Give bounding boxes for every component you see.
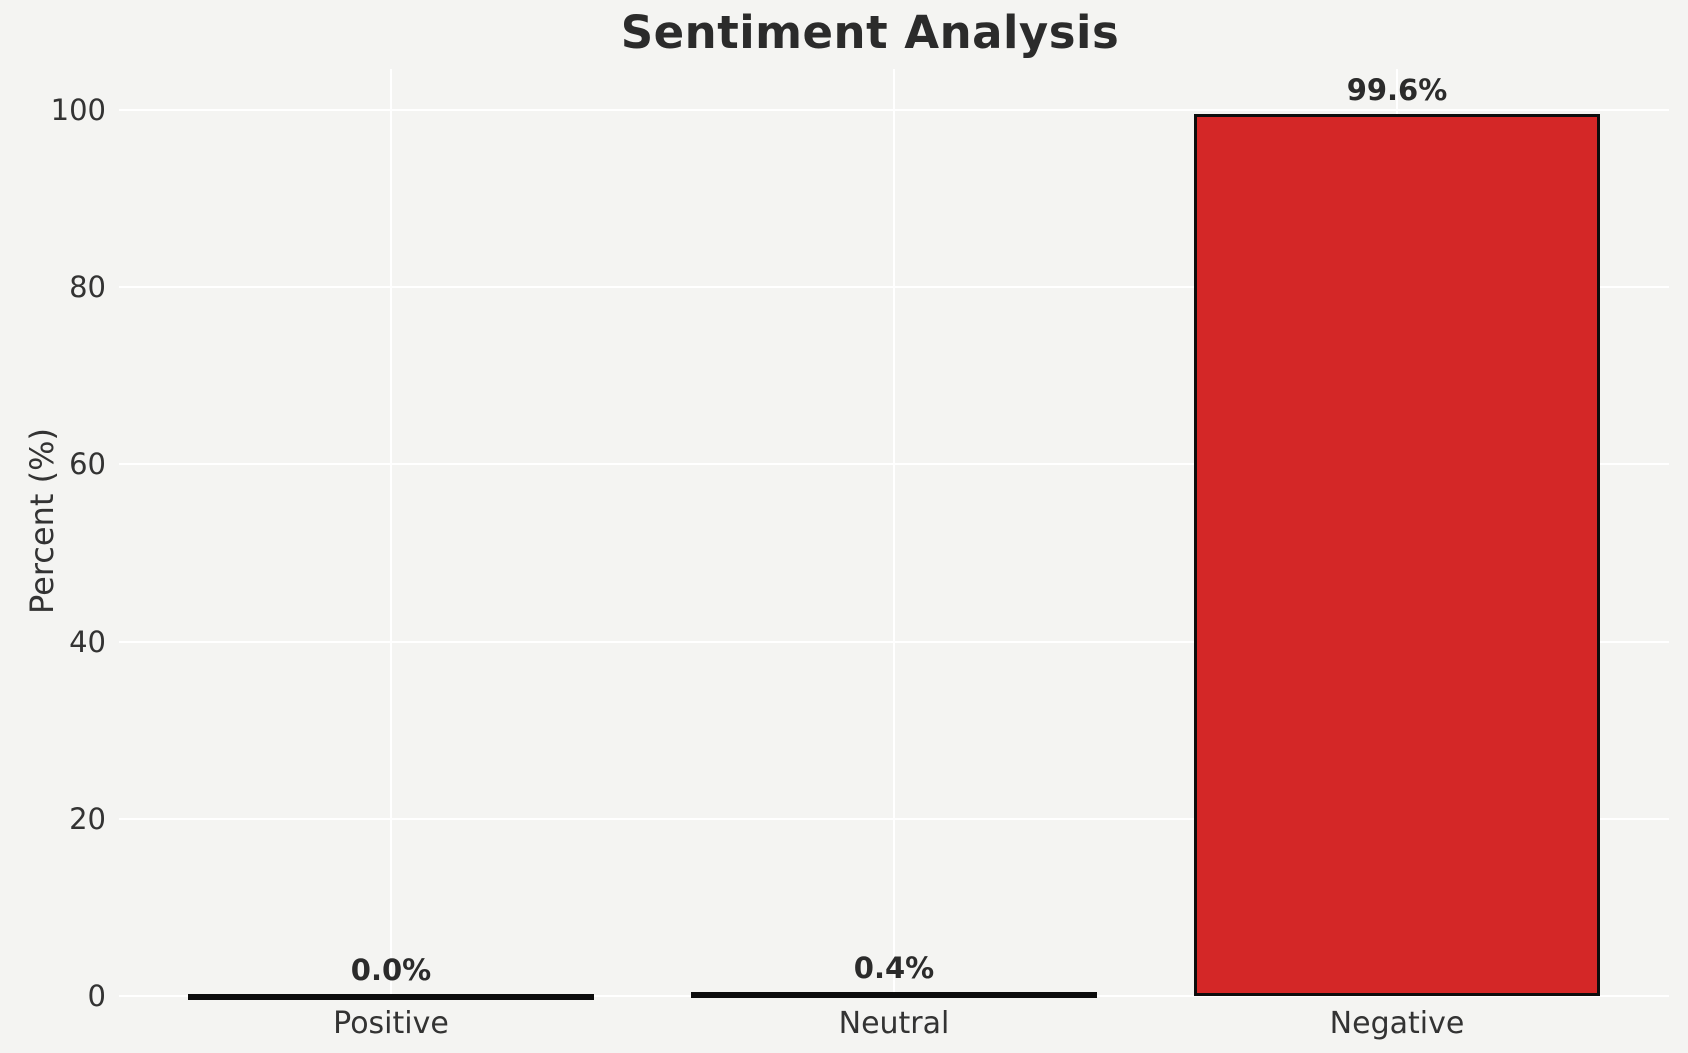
bar-positive: [188, 994, 594, 1000]
x-tick-label-neutral: Neutral: [838, 1006, 950, 1041]
bar-value-label: 0.4%: [853, 951, 935, 986]
y-tick-label: 100: [50, 93, 106, 127]
x-tick-label-negative: Negative: [1329, 1006, 1465, 1041]
bar-value-label: 0.0%: [350, 953, 432, 987]
y-tick-label: 0: [87, 979, 106, 1013]
chart-title: Sentiment Analysis: [620, 6, 1120, 59]
y-tick-label: 80: [69, 270, 106, 305]
bar-value-label: 99.6%: [1346, 72, 1448, 107]
bar-negative: [1194, 113, 1600, 996]
x-tick-label-positive: Positive: [333, 1006, 449, 1041]
y-tick-label: 20: [69, 801, 106, 836]
v-gridline: [390, 69, 392, 996]
y-tick-label: 40: [69, 624, 106, 659]
y-tick-label: 60: [69, 447, 106, 482]
y-axis-label: Percent (%): [23, 428, 61, 614]
v-gridline: [893, 69, 895, 996]
bar-neutral: [691, 992, 1097, 999]
